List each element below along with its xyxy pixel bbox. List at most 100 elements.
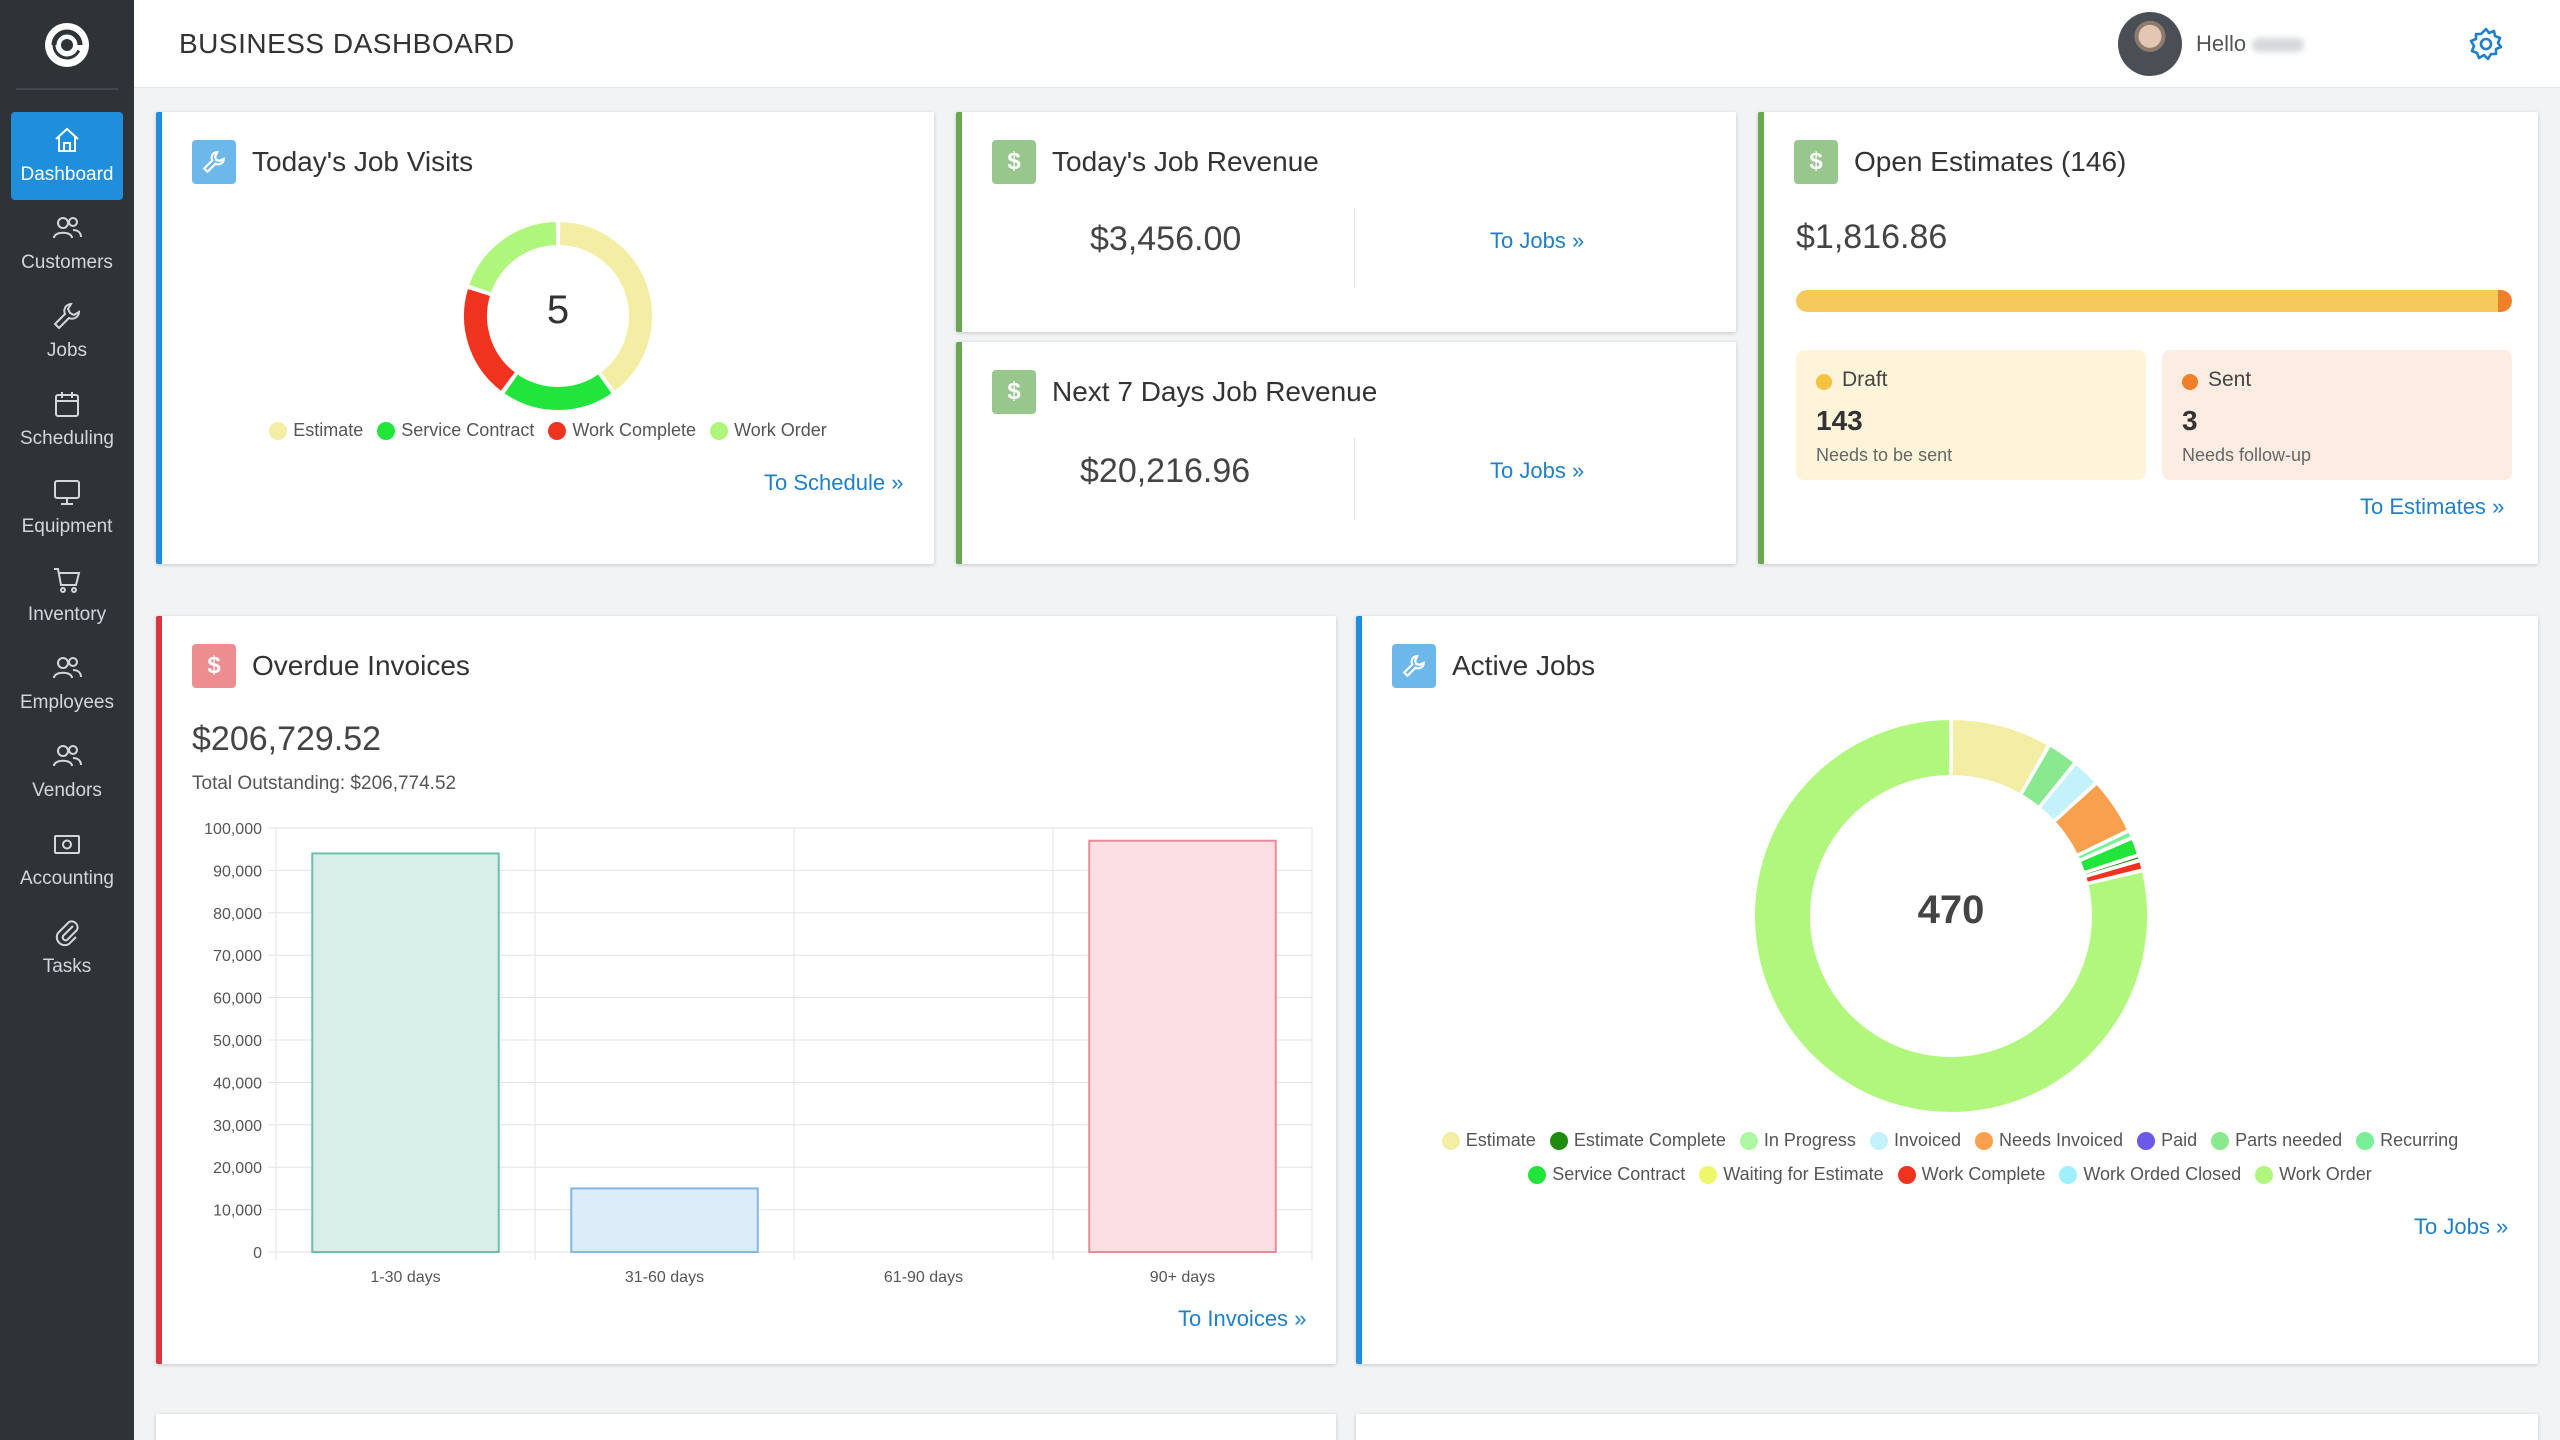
donut-slice-parts-needed[interactable] <box>2019 744 2076 809</box>
x-tick-label: 1-30 days <box>370 1269 440 1286</box>
sidebar-item-customers[interactable]: Customers <box>11 200 123 288</box>
legend-item[interactable]: Estimate Complete <box>1549 1130 1726 1151</box>
to-jobs-label: To Jobs <box>1490 228 1566 253</box>
total-outstanding: Total Outstanding: $206,774.52 <box>192 773 457 794</box>
sidebar-item-label: Inventory <box>27 604 107 625</box>
sidebar-item-equipment[interactable]: Equipment <box>11 464 123 552</box>
legend-dot <box>377 421 396 440</box>
legend-item[interactable]: Estimate <box>269 420 363 441</box>
to-invoices-link[interactable]: To Invoices » <box>1178 1306 1306 1332</box>
to-jobs-link[interactable]: To Jobs » <box>1490 458 1584 484</box>
legend-dot <box>1549 1131 1568 1150</box>
monitor-icon <box>54 480 80 505</box>
todays-revenue-amount: $3,456.00 <box>1090 220 1242 258</box>
legend-item[interactable]: Work Order <box>2255 1164 2372 1185</box>
to-schedule-link[interactable]: To Schedule » <box>764 470 903 496</box>
sidebar-item-scheduling[interactable]: Scheduling <box>11 376 123 464</box>
active-jobs-title: Active Jobs <box>1452 650 1596 681</box>
sidebar-item-label: Customers <box>21 252 113 273</box>
sidebar-item-jobs[interactable]: Jobs <box>11 288 123 376</box>
sidebar-item-employees[interactable]: Employees <box>11 640 123 728</box>
legend-dot <box>2059 1165 2078 1184</box>
legend-item[interactable]: Work Complete <box>1897 1164 2045 1185</box>
legend-item[interactable]: Waiting for Estimate <box>1699 1164 1884 1185</box>
bar-31-60-days[interactable] <box>570 1187 759 1254</box>
legend-item[interactable]: Work Order <box>710 420 827 441</box>
sidebar-item-inventory[interactable]: Inventory <box>11 552 123 640</box>
donut-slice-work-order[interactable] <box>466 219 559 295</box>
legend-item[interactable]: Work Orded Closed <box>2059 1164 2241 1185</box>
sidebar-item-accounting[interactable]: Accounting <box>11 816 123 904</box>
to-estimates-label: To Estimates <box>2360 494 2486 519</box>
double-chevron-right-icon: » <box>2495 1214 2509 1239</box>
legend-item[interactable]: Service Contract <box>1528 1164 1685 1185</box>
bar-90+-days[interactable] <box>1088 839 1277 1253</box>
overdue-invoices-card: $ Overdue Invoices $206,729.52 Total Out… <box>156 616 1336 1364</box>
legend-label: Work Orded Closed <box>2083 1164 2242 1184</box>
donut-slice-work-order[interactable] <box>1753 717 2149 1114</box>
cash-icon <box>54 835 80 854</box>
avatar[interactable] <box>2118 12 2182 76</box>
sidebar-item-dashboard[interactable]: Dashboard <box>11 112 123 200</box>
donut-slice-needs-invoiced[interactable] <box>2053 782 2130 857</box>
sent-count: 3 <box>2182 405 2198 436</box>
donut-slice-work-complete[interactable] <box>462 286 518 394</box>
legend-dot <box>2255 1165 2274 1184</box>
donut-slice-service-contract[interactable] <box>501 371 615 412</box>
todays-revenue-card: $ Today's Job Revenue $3,456.00 To Jobs … <box>956 112 1736 332</box>
sidebar-item-label: Dashboard <box>20 164 114 185</box>
user-name-redacted <box>2252 38 2305 53</box>
open-estimates-title: Open Estimates (146) <box>1854 146 2127 177</box>
legend-item[interactable]: Needs Invoiced <box>1974 1130 2124 1151</box>
legend-dot <box>1974 1131 1993 1150</box>
legend-item[interactable]: Invoiced <box>1869 1130 1961 1151</box>
to-jobs-link[interactable]: To Jobs » <box>2414 1214 2508 1240</box>
legend-dot <box>1739 1131 1758 1150</box>
sidebar-item-label: Scheduling <box>19 428 115 449</box>
sidebar-item-label: Tasks <box>42 956 92 977</box>
legend-label: Service Contract <box>401 420 535 440</box>
bar-1-30-days[interactable] <box>311 852 500 1253</box>
donut-slice-recurring[interactable] <box>2076 830 2133 862</box>
legend-item[interactable]: Parts needed <box>2211 1130 2342 1151</box>
donut-slice-invoiced[interactable] <box>2038 762 2097 823</box>
to-jobs-link[interactable]: To Jobs » <box>1490 228 1584 254</box>
estimates-progress-bar <box>1796 290 2512 312</box>
legend-label: Waiting for Estimate <box>1723 1164 1884 1184</box>
donut-slice-estimate[interactable] <box>1950 717 2050 796</box>
legend-item[interactable]: Recurring <box>2356 1130 2458 1151</box>
double-chevron-right-icon: » <box>891 470 904 495</box>
overdue-bar-chart: 100,000 90,000 80,000 70,000 60,000 50,000 40,… <box>204 821 1313 1286</box>
sidebar-item-tasks[interactable]: Tasks <box>11 904 123 992</box>
legend-label: Needs Invoiced <box>1998 1130 2124 1150</box>
legend-item[interactable]: In Progress <box>1739 1130 1856 1151</box>
sent-estimates-box[interactable]: Sent 3 Needs follow-up <box>2162 350 2512 480</box>
legend-item[interactable]: Estimate <box>1441 1130 1536 1151</box>
next7-revenue-amount: $20,216.96 <box>1080 452 1251 490</box>
legend-item[interactable]: Service Contract <box>377 420 534 441</box>
job-visits-title: Today's Job Visits <box>252 146 474 177</box>
to-jobs-label: To Jobs <box>2414 1214 2490 1239</box>
gear-icon[interactable] <box>2468 26 2504 62</box>
logo-icon[interactable] <box>42 20 92 70</box>
draft-estimates-box[interactable]: Draft 143 Needs to be sent <box>1796 350 2146 480</box>
greeting-text: Hello <box>2196 31 2247 56</box>
cart-icon <box>54 568 81 593</box>
sidebar-item-vendors[interactable]: Vendors <box>11 728 123 816</box>
donut-slice-estimate-complete[interactable] <box>2083 854 2141 877</box>
to-estimates-link[interactable]: To Estimates » <box>2360 494 2504 520</box>
legend-item[interactable]: Paid <box>2137 1130 2197 1151</box>
donut-slice-work-complete[interactable] <box>2084 859 2144 885</box>
y-tick-label: 50,000 <box>213 1033 262 1050</box>
calendar-icon <box>55 392 79 417</box>
wrench-icon <box>1392 644 1436 688</box>
donut-slice-estimate[interactable] <box>557 219 654 394</box>
user-greeting[interactable]: Hello <box>2196 31 2305 57</box>
legend-dot <box>710 421 729 440</box>
legend-item[interactable]: Work Complete <box>548 420 696 441</box>
legend-dot <box>1528 1165 1547 1184</box>
donut-slice-service-contract[interactable] <box>2078 837 2140 874</box>
users-icon <box>53 217 82 239</box>
open-estimates-amount: $1,816.86 <box>1796 218 1948 256</box>
wrench-icon <box>192 140 236 184</box>
